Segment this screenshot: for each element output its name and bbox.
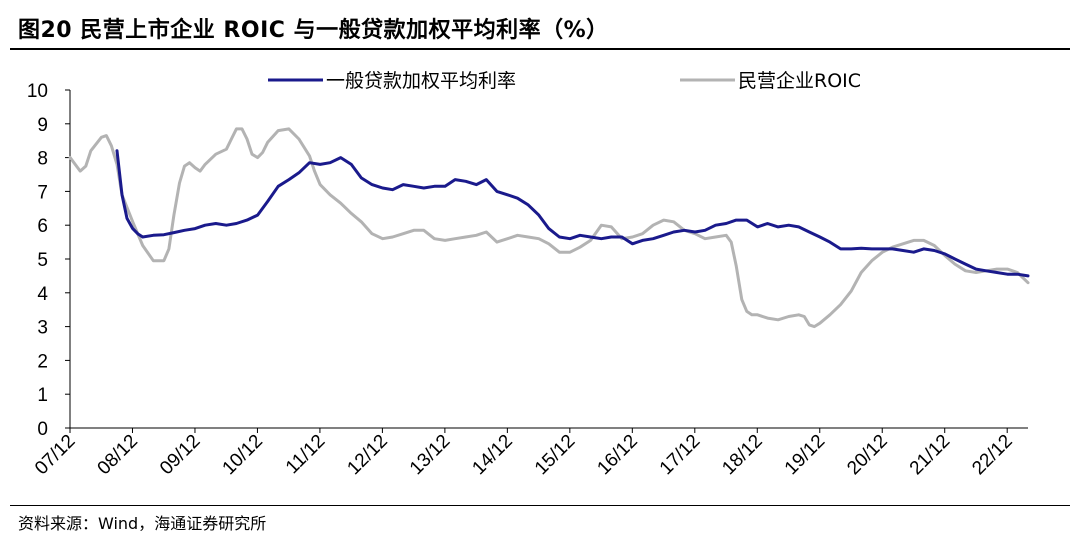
legend: 一般贷款加权平均利率 民营企业ROIC	[268, 70, 861, 92]
legend-item-loan-rate-label: 一般贷款加权平均利率	[326, 70, 516, 92]
x-tick-label: 20/12	[843, 431, 891, 479]
source-note: 资料来源：Wind，海通证券研究所	[18, 514, 267, 533]
x-tick-label: 12/12	[343, 431, 391, 479]
series-layer	[68, 127, 1030, 329]
y-tick-label: 2	[37, 351, 48, 372]
y-tick-label: 0	[37, 419, 48, 440]
y-tick-label: 8	[37, 149, 48, 170]
x-tick-label: 22/12	[968, 431, 1016, 479]
x-tick-label: 08/12	[94, 431, 142, 479]
y-tick-label: 1	[37, 385, 48, 406]
x-tick-label: 16/12	[593, 431, 641, 479]
y-tick-label: 10	[27, 81, 48, 102]
x-tick-label: 11/12	[282, 431, 329, 478]
y-tick-label: 4	[37, 284, 48, 305]
x-tick-label: 18/12	[718, 431, 766, 479]
roic-series-line	[68, 127, 1030, 329]
x-tick-label: 14/12	[468, 431, 516, 479]
legend-item-roic-label: 民营企业ROIC	[738, 70, 861, 92]
x-tick-label: 17/12	[656, 431, 704, 479]
chart-title: 图20 民营上市企业 ROIC 与一般贷款加权平均利率（%）	[18, 18, 609, 43]
x-tick-label: 21/12	[906, 431, 954, 479]
y-tick-label: 9	[37, 115, 48, 136]
x-tick-label: 19/12	[781, 431, 829, 479]
y-tick-label: 5	[37, 250, 48, 271]
title-divider	[10, 48, 1070, 50]
x-tick-label: 09/12	[156, 431, 204, 479]
y-tick-label: 7	[37, 182, 48, 203]
y-tick-label: 3	[37, 318, 48, 339]
x-tick-label: 15/12	[531, 431, 579, 479]
y-tick-label: 6	[37, 216, 48, 237]
source-divider	[10, 505, 1070, 506]
x-tick-label: 13/12	[406, 431, 454, 479]
x-tick-label: 10/12	[219, 431, 267, 479]
loan-rate-series-line	[115, 149, 1030, 278]
